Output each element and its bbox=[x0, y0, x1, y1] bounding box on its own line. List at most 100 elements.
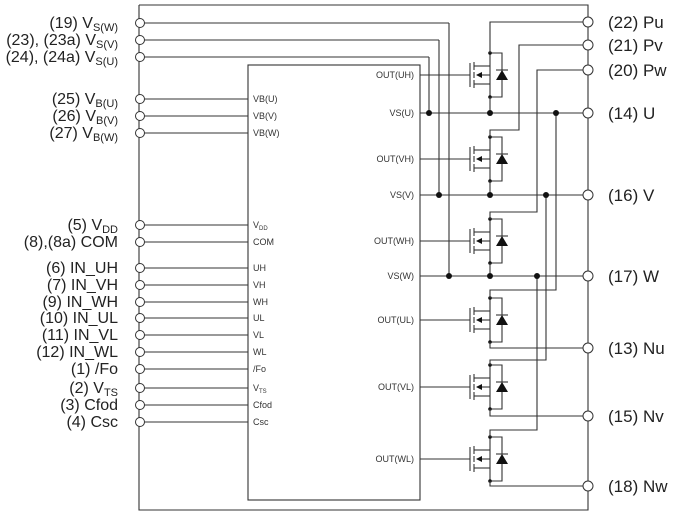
pin-subscript: DD bbox=[259, 226, 268, 232]
terminal-number: (8),(8a) COM bbox=[24, 234, 118, 251]
junction-dot bbox=[487, 192, 493, 198]
pin-name: UH bbox=[253, 263, 266, 273]
terminal-pad-pv bbox=[582, 39, 594, 51]
terminal-number: (1) /Fo bbox=[71, 361, 118, 378]
mosfet-wh bbox=[420, 218, 508, 264]
terminal-label-w: (17) W bbox=[608, 267, 659, 286]
terminal-label-vs-v: (23), (23a) VS(V) bbox=[6, 32, 118, 51]
body-arrow-icon bbox=[476, 238, 482, 244]
terminal-pad-in-uh bbox=[135, 263, 145, 273]
terminal-subscript: S(V) bbox=[96, 39, 118, 51]
pin-name: VB(U) bbox=[253, 94, 278, 104]
terminal-pad-v bbox=[582, 189, 594, 201]
wire-nv bbox=[489, 409, 588, 417]
ic-output-out-uh: OUT(UH) bbox=[376, 70, 414, 80]
terminal-pad-vb-w bbox=[135, 128, 145, 138]
terminal-pad-cfod bbox=[135, 400, 145, 410]
pin-name: VH bbox=[253, 280, 266, 290]
terminal-pad-vb-u bbox=[135, 94, 145, 104]
terminal-pad-in-wl bbox=[135, 347, 145, 357]
terminal-label-in-vh: (7) IN_VH bbox=[47, 277, 118, 294]
junction-dot bbox=[436, 192, 442, 198]
terminal-pad-vb-v bbox=[135, 111, 145, 121]
mosfet-vh bbox=[420, 136, 508, 182]
terminal-label-vb-w: (27) VB(W) bbox=[49, 125, 118, 144]
body-arrow-icon bbox=[476, 456, 482, 462]
ic-output-vs-v: VS(V) bbox=[390, 190, 414, 200]
terminal-label-com: (8),(8a) COM bbox=[24, 234, 118, 251]
wire-pw bbox=[489, 69, 588, 219]
terminal-number: (6) IN_UH bbox=[46, 260, 118, 277]
ic-output-out-ul: OUT(UL) bbox=[378, 315, 415, 325]
ic-output-out-vl: OUT(VL) bbox=[378, 382, 414, 392]
terminal-subscript: B(W) bbox=[93, 132, 118, 144]
diode-icon bbox=[496, 236, 508, 246]
ic-output-out-wl: OUT(WL) bbox=[376, 454, 415, 464]
terminal-label-vts: (2) VTS bbox=[69, 380, 118, 399]
terminal-pad-in-vl bbox=[135, 330, 145, 340]
junction-dot bbox=[426, 110, 432, 116]
pin-name: VL bbox=[253, 330, 264, 340]
terminal-subscript: S(U) bbox=[95, 56, 118, 68]
mosfet-vl bbox=[420, 364, 508, 410]
terminal-label-vs-u: (24), (24a) VS(U) bbox=[6, 49, 118, 68]
wire-pu bbox=[489, 21, 588, 53]
wire-v-to-vl bbox=[489, 195, 547, 365]
terminal-number: (7) IN_VH bbox=[47, 277, 118, 294]
terminal-pad-vs-w bbox=[135, 18, 145, 28]
terminal-pad-pw bbox=[582, 64, 594, 76]
ic-output-vs-u: VS(U) bbox=[390, 108, 415, 118]
diode-icon bbox=[496, 70, 508, 80]
ic-pin-in-vl: VL bbox=[253, 330, 264, 340]
terminal-pad-nw bbox=[582, 480, 594, 492]
terminal-label-v: (16) V bbox=[608, 186, 655, 205]
terminal-number: (11) IN_VL bbox=[42, 327, 118, 344]
terminal-pad-in-ul bbox=[135, 313, 145, 323]
ic-pin-vb-w: VB(W) bbox=[253, 128, 280, 138]
terminal-label-nv: (15) Nv bbox=[608, 407, 664, 426]
body-arrow-icon bbox=[476, 72, 482, 78]
pin-name: V bbox=[253, 383, 259, 393]
pin-name: COM bbox=[253, 237, 274, 247]
terminal-label-csc: (4) Csc bbox=[66, 414, 118, 431]
ic-pin-in-wl: WL bbox=[253, 347, 267, 357]
terminal-pad-pu bbox=[582, 16, 594, 28]
wire-u-to-ul bbox=[489, 113, 557, 298]
pin-name: /Fo bbox=[253, 364, 266, 374]
mosfet-ul bbox=[420, 297, 508, 343]
junction-dot bbox=[487, 110, 493, 116]
pin-name: V bbox=[253, 220, 259, 230]
module-outline bbox=[138, 4, 589, 511]
terminal-subscript: DD bbox=[102, 224, 118, 236]
terminal-number: (3) Cfod bbox=[60, 397, 118, 414]
terminal-label-nu: (13) Nu bbox=[608, 339, 665, 358]
ic-pin-vts: VTS bbox=[253, 383, 267, 395]
body-arrow-icon bbox=[476, 317, 482, 323]
terminal-number: (23), (23a) V bbox=[6, 32, 96, 49]
terminal-label-in-vl: (11) IN_VL bbox=[42, 327, 118, 344]
ic-output-out-wh: OUT(WH) bbox=[374, 236, 414, 246]
pin-name: UL bbox=[253, 313, 265, 323]
terminal-label-pv: (21) Pv bbox=[608, 36, 663, 55]
terminal-number: (12) IN_WL bbox=[36, 344, 118, 361]
terminal-label-cfod: (3) Cfod bbox=[60, 397, 118, 414]
diode-icon bbox=[496, 454, 508, 464]
junction-dot bbox=[487, 273, 493, 279]
junction-dot bbox=[534, 273, 540, 279]
terminal-pad-csc bbox=[135, 417, 145, 427]
pin-name: WL bbox=[253, 347, 267, 357]
terminal-pad-vs-u bbox=[135, 52, 145, 62]
driver-ic-box bbox=[247, 64, 421, 501]
wire-nw bbox=[489, 481, 588, 487]
terminal-pad-com bbox=[135, 237, 145, 247]
pin-name: VB(W) bbox=[253, 128, 280, 138]
terminal-label-fo: (1) /Fo bbox=[71, 361, 118, 378]
terminal-label-pw: (20) Pw bbox=[608, 61, 667, 80]
mosfet-uh bbox=[420, 52, 508, 98]
ic-pin-in-wh: WH bbox=[253, 297, 268, 307]
body-arrow-icon bbox=[476, 156, 482, 162]
ic-output-vs-w: VS(W) bbox=[388, 271, 415, 281]
junction-dot bbox=[543, 192, 549, 198]
terminal-pad-fo bbox=[135, 364, 145, 374]
terminal-label-pu: (22) Pu bbox=[608, 13, 664, 32]
